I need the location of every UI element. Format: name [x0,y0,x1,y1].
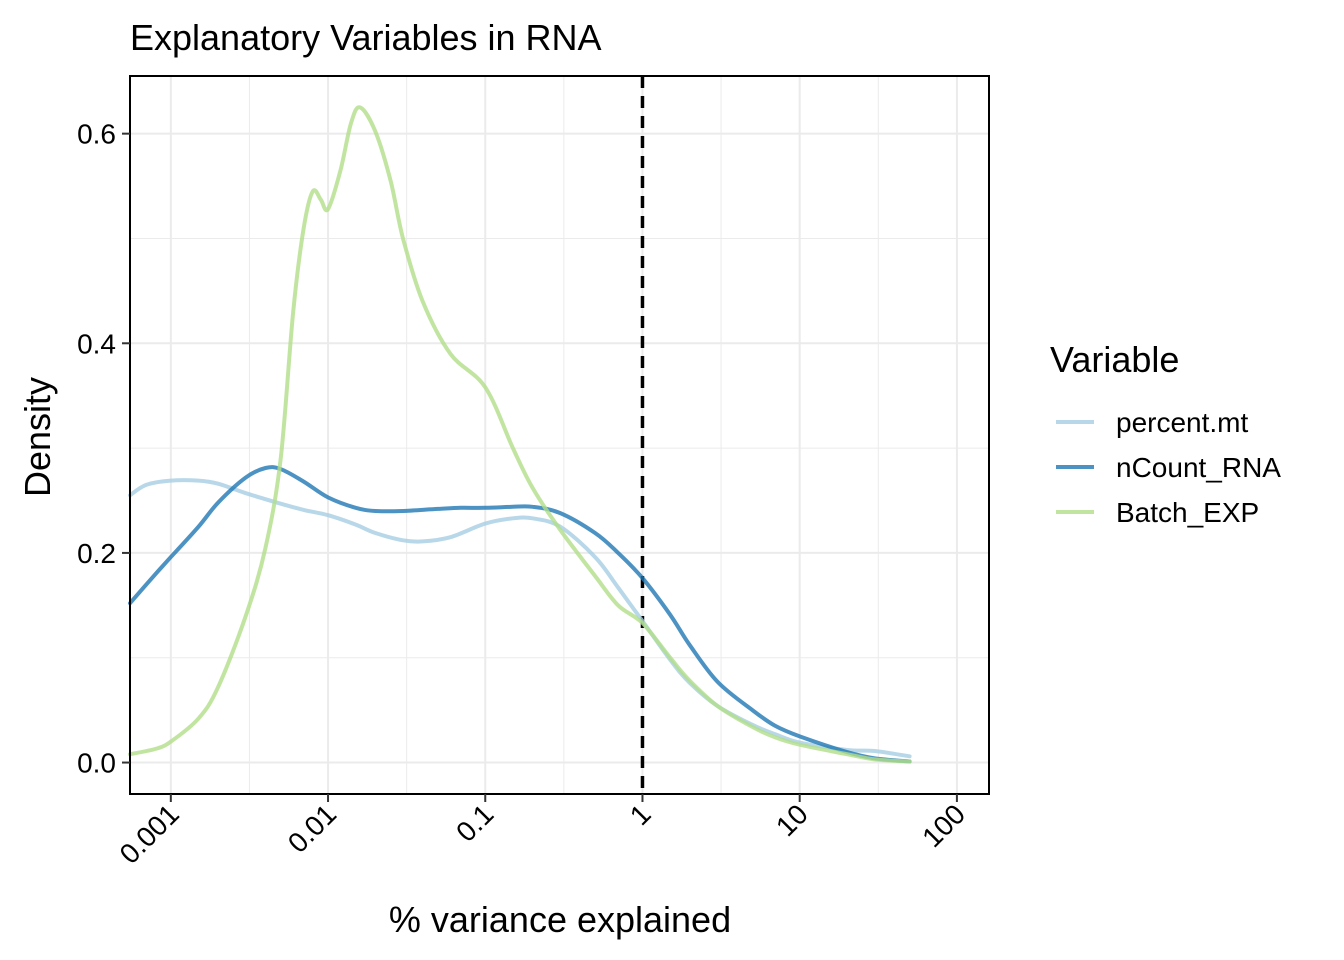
x-tick-label: 0.001 [114,798,185,869]
x-tick-label: 0.01 [282,798,342,858]
y-tick-label: 0.4 [77,328,116,359]
y-tick-label: 0.0 [77,748,116,779]
x-tick-label: 100 [916,798,971,853]
series-line-batch-exp [128,105,912,764]
legend-title: Variable [1050,339,1179,380]
legend: Variable percent.mt nCount_RNA Batch_EXP [1050,339,1281,528]
legend-label: percent.mt [1116,407,1248,438]
y-axis-label: Density [17,377,58,497]
grid [130,76,989,794]
axes: 0.0 0.2 0.4 0.6 0.001 0.01 0.1 1 10 100 [77,119,971,870]
x-tick-label: 0.1 [450,798,499,847]
x-axis-label: % variance explained [389,899,731,940]
legend-label: Batch_EXP [1116,497,1259,528]
legend-label: nCount_RNA [1116,452,1281,483]
x-tick-label: 10 [770,798,814,842]
x-tick-label: 1 [624,798,657,831]
plot-panel-border [129,75,990,795]
chart-title: Explanatory Variables in RNA [130,17,602,58]
series-group [128,105,912,764]
series-line-ncount-rna [128,465,912,764]
y-tick-label: 0.2 [77,538,116,569]
y-tick-label: 0.6 [77,119,116,150]
